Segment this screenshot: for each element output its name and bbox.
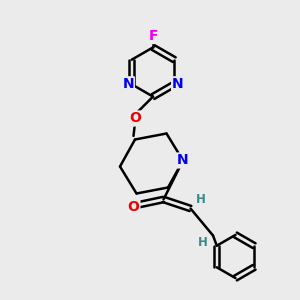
Text: N: N (177, 154, 189, 167)
Text: H: H (196, 193, 206, 206)
Text: H: H (198, 236, 207, 250)
Text: N: N (172, 77, 184, 91)
Text: F: F (148, 29, 158, 43)
Text: N: N (122, 77, 134, 91)
Text: O: O (128, 200, 140, 214)
Text: O: O (129, 112, 141, 125)
